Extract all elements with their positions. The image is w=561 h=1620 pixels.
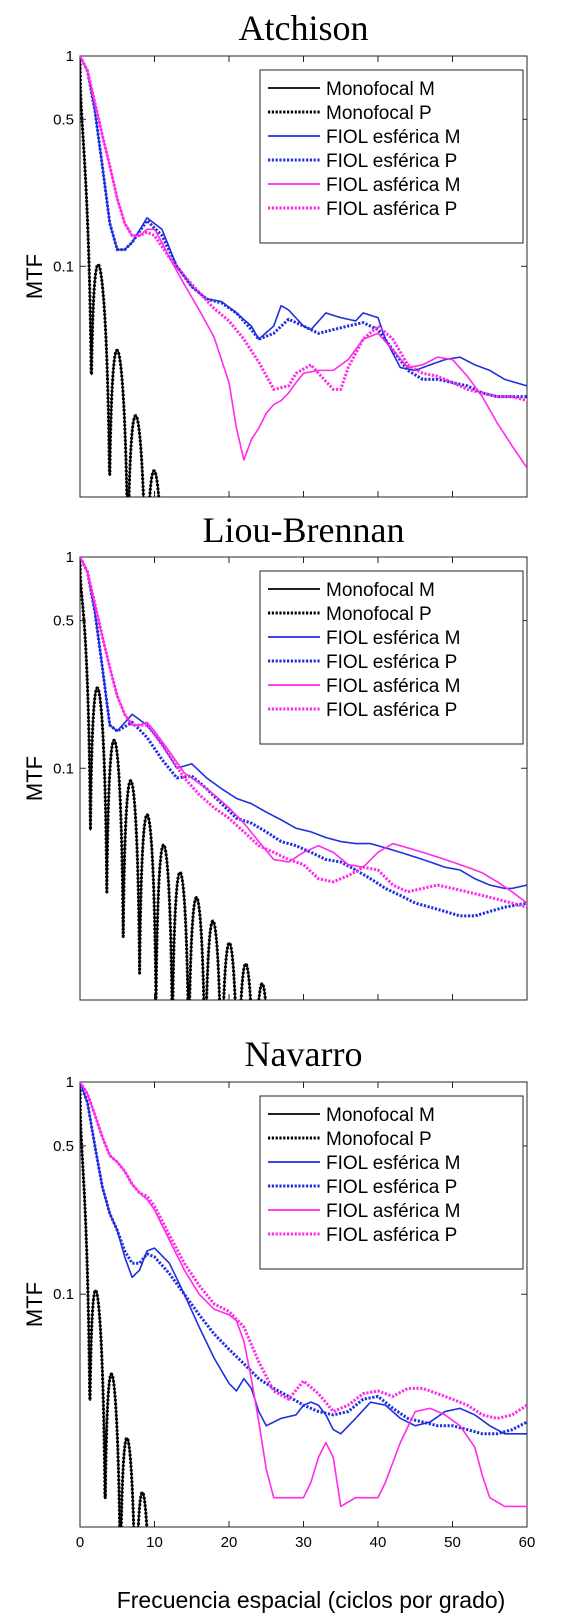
series-line-fiol-asf-rica-p [80,557,527,909]
figure-x-axis-label: Frecuencia espacial (ciclos por grado) [117,1587,506,1613]
legend-entry: Monofocal M [326,1105,435,1126]
legend-entry: Monofocal P [326,103,432,124]
legend-entry: FIOL asférica P [326,700,457,721]
y-tick-label: 0.5 [53,613,74,630]
legend: Monofocal M Monofocal P FIOL esférica M FIO… [259,570,524,745]
panel-title: Navarro [245,1034,363,1074]
plot-area [80,1082,527,1527]
series-line-fiol-asf-rica-p [80,1082,527,1420]
legend-entry: FIOL asférica P [326,199,457,220]
legend-entry: Monofocal P [326,604,432,625]
y-axis-label: MTF [22,1282,47,1327]
y-tick-label: 0.1 [53,760,74,777]
series-line-fiol-asf-rica-m [80,557,527,904]
x-tick-label: 20 [221,1534,238,1551]
y-tick-label: 0.5 [53,111,74,128]
series-line-fiol-esf-rica-m [80,557,527,890]
y-tick-label: 1 [66,48,74,65]
panel-title: Atchison [239,8,369,48]
legend: Monofocal M Monofocal P FIOL esférica M FIO… [259,1095,524,1270]
series-line-fiol-asf-rica-p [80,56,527,402]
chart-panel-atchison: Atchison 0.1 0.5 1 MTF Monofocal M Monofocal P… [22,8,528,498]
legend-entry: FIOL esférica M [326,1153,460,1174]
series-line-monofocal-p [80,56,161,497]
series-line-fiol-asf-rica-m [80,1082,527,1508]
legend: Monofocal M Monofocal P FIOL esférica M FIO… [259,69,524,244]
legend-entry: Monofocal M [326,79,435,100]
series-line-fiol-esf-rica-p [80,56,527,399]
plot-area [80,56,527,497]
y-tick-label: 0.5 [53,1138,74,1155]
series-line-fiol-esf-rica-m [80,56,527,387]
legend-box [259,570,524,745]
y-axis-label: MTF [22,254,47,299]
x-tick-label: 10 [146,1534,163,1551]
y-tick-label: 1 [66,1074,74,1091]
y-tick-label: 0.1 [53,258,74,275]
series-line-fiol-asf-rica-m [80,56,527,469]
legend-entry: FIOL esférica P [326,652,457,673]
y-tick-label: 0.1 [53,1286,74,1303]
x-tick-label: 0 [76,1534,84,1551]
x-tick-label: 40 [370,1534,387,1551]
legend-entry: FIOL esférica M [326,628,460,649]
x-tick-label: 50 [444,1534,461,1551]
series-line-monofocal-m [80,56,160,497]
legend-entry: FIOL esférica P [326,1177,457,1198]
legend-entry: FIOL asférica P [326,1225,457,1246]
panel-title: Liou-Brennan [203,510,405,550]
legend-entry: FIOL asférica M [326,1201,460,1222]
y-axis-label: MTF [22,756,47,801]
plot-area [80,557,527,1000]
chart-panels: Atchison 0.1 0.5 1 MTF Monofocal M Monofocal P… [22,8,536,1551]
x-tick-label: 60 [519,1534,536,1551]
legend-entry: Monofocal M [326,580,435,601]
y-tick-label: 1 [66,549,74,566]
legend-entry: Monofocal P [326,1129,432,1150]
legend-entry: FIOL esférica M [326,127,460,148]
x-tick-label: 30 [295,1534,312,1551]
series-line-fiol-esf-rica-p [80,1082,527,1436]
legend-entry: FIOL asférica M [326,676,460,697]
legend-entry: FIOL asférica M [326,175,460,196]
legend-entry: FIOL esférica P [326,151,457,172]
series-line-fiol-esf-rica-p [80,557,527,918]
legend-box [259,69,524,244]
series-line-monofocal-m [80,1082,148,1527]
legend-box [259,1095,524,1270]
